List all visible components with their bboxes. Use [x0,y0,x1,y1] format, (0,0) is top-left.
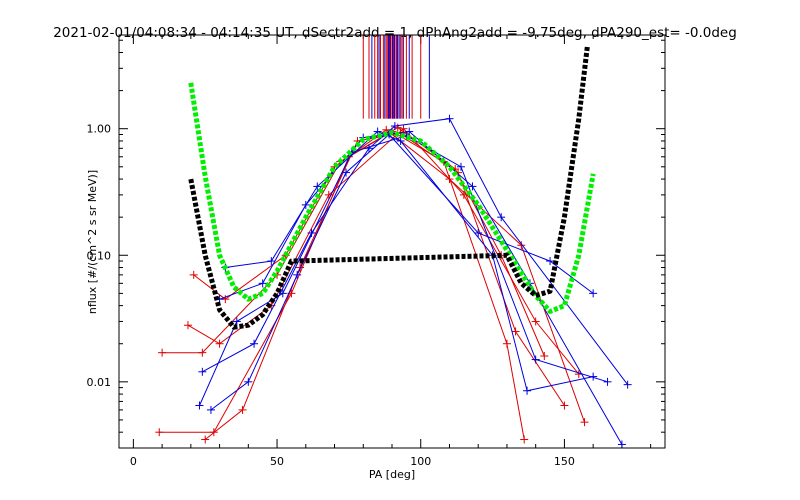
data-point-red-sample-5 [201,435,210,444]
data-point-blue-sample-5 [313,182,322,191]
data-point-blue-sample-1 [405,127,414,136]
series-line-blue-sample-4 [199,135,608,406]
data-point-red-sample-1 [540,351,549,360]
data-point-red-sample-4 [183,321,192,330]
fit-curve-black-fit [188,45,590,330]
data-point-red-sample-4 [215,339,224,348]
data-point-blue-sample-3 [474,228,483,237]
chart-title: 2021-02-01/04:08:34 - 04:14:35 UT, dSect… [53,25,737,41]
data-point-red-sample-2 [520,435,529,444]
x-axis-label: PA [deg] [369,468,415,481]
data-point-blue-sample-5 [267,257,276,266]
data-point-blue-sample-3 [342,168,351,177]
y-tick-label: 0.01 [87,376,112,389]
data-point-red-sample-1 [158,348,167,357]
data-point-blue-sample-4 [232,317,241,326]
data-point-red-sample-4 [531,317,540,326]
series-line-red-sample-4 [187,127,580,375]
plot-frame [118,34,666,449]
data-point-red-sample-3 [517,241,526,250]
x-tick-label: 0 [130,455,137,468]
series-line-red-sample-1 [162,127,545,357]
data-point-blue-sample-3 [244,377,253,386]
y-axis-label: nflux [#/(cm^2 s sr MeV)] [86,170,99,314]
y-tick-label: 1.00 [87,123,112,136]
data-point-blue-sample-4 [278,289,287,298]
data-point-red-sample-5 [238,405,247,414]
data-point-blue-sample-3 [546,257,555,266]
data-point-red-sample-3 [580,418,589,427]
data-point-red-sample-1 [198,348,207,357]
data-point-red-sample-5 [511,327,520,336]
y-tick-label: 0.10 [87,249,112,262]
data-point-blue-sample-1 [468,182,477,191]
data-point-blue-sample-4 [195,401,204,410]
data-point-red-sample-5 [296,263,305,272]
x-tick-label: 50 [270,455,284,468]
data-point-red-sample-3 [189,270,198,279]
data-point-blue-sample-3 [293,270,302,279]
data-point-blue-sample-5 [396,136,405,145]
data-point-red-sample-2 [502,339,511,348]
data-point-red-sample-4 [399,124,408,133]
data-point-blue-sample-5 [589,372,598,381]
data-point-blue-sample-4 [456,162,465,171]
series-line-red-sample-2 [159,130,525,440]
series-line-red-sample-5 [204,132,565,440]
x-tick-label: 100 [410,455,431,468]
data-point-blue-sample-1 [617,440,626,449]
data-point-blue-sample-3 [589,289,598,298]
data-point-blue-sample-3 [206,405,215,414]
data-point-blue-sample-2 [445,114,454,123]
series-line-blue-sample-3 [210,133,594,411]
data-point-blue-sample-5 [523,386,532,395]
series-line-blue-sample-5 [225,130,594,392]
data-point-blue-sample-2 [250,339,259,348]
fit-curve-green-fit [188,82,596,314]
data-point-red-sample-5 [560,401,569,410]
data-point-red-sample-2 [155,428,164,437]
data-point-blue-sample-4 [603,377,612,386]
data-point-blue-sample-2 [198,367,207,376]
data-point-blue-sample-2 [623,380,632,389]
data-point-blue-sample-2 [497,213,506,222]
data-point-blue-sample-4 [531,355,540,364]
plot-area: 0 50 100 150 0.01 0.10 1.00 [87,35,665,468]
data-point-blue-sample-2 [390,122,399,131]
x-tick-label: 150 [554,455,575,468]
data-point-blue-sample-1 [258,279,267,288]
series-line-red-sample-3 [193,129,585,423]
